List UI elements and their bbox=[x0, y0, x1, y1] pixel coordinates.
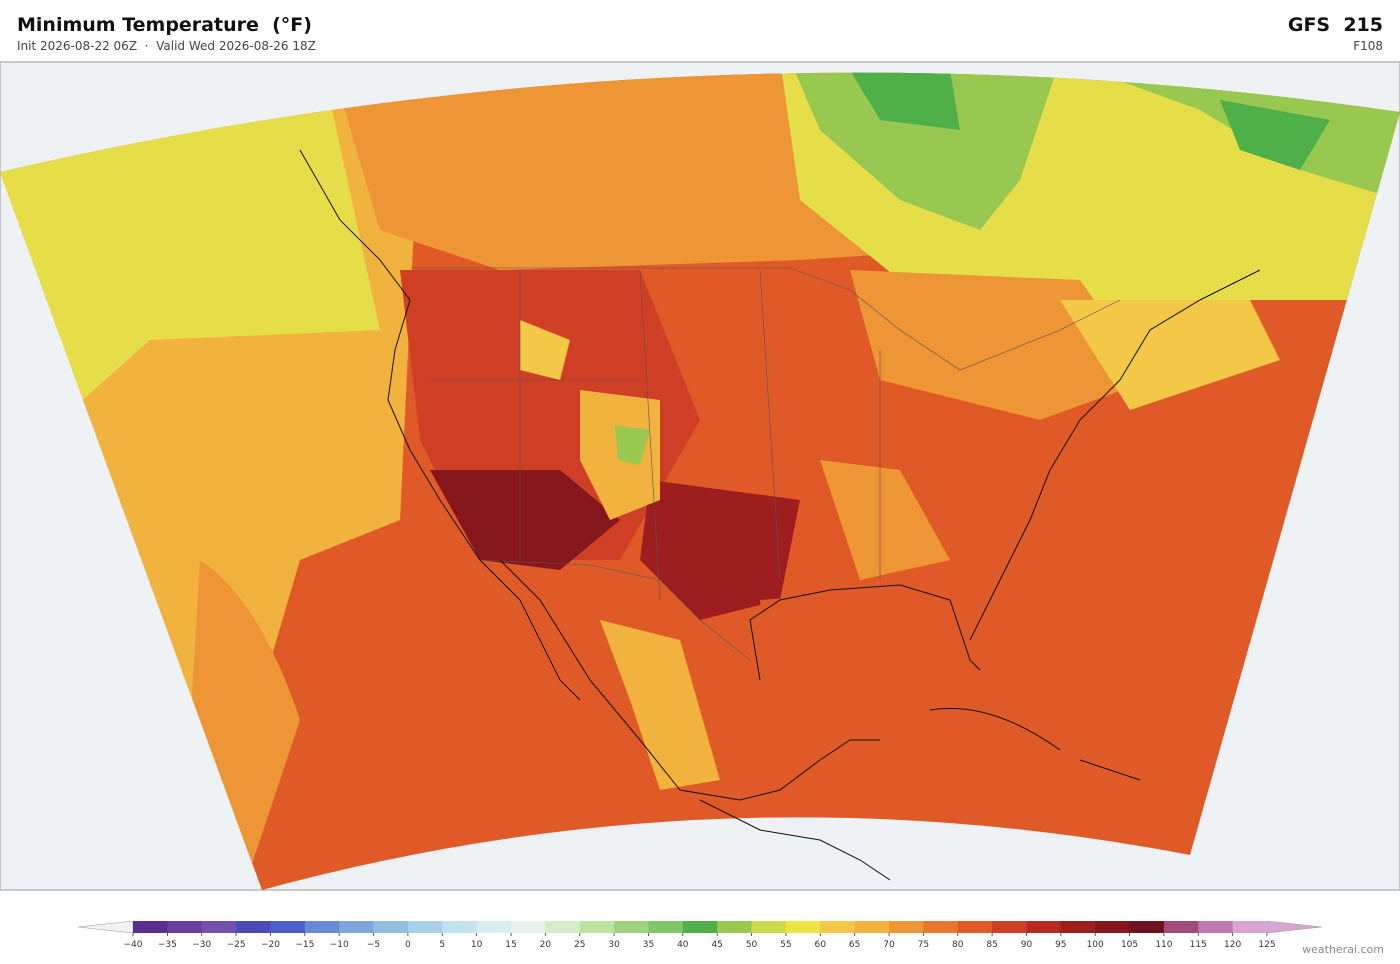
colorbar-tick-label: 105 bbox=[1121, 940, 1138, 950]
colorbar-segment bbox=[1163, 921, 1199, 933]
colorbar-segment bbox=[785, 921, 821, 933]
colorbar-tick-label: −40 bbox=[124, 940, 143, 950]
colorbar-segment bbox=[992, 921, 1027, 933]
model: GFS 215 bbox=[1287, 14, 1383, 36]
colorbar-segment bbox=[545, 921, 581, 933]
colorbar-segment bbox=[511, 921, 546, 933]
colorbar-segment bbox=[442, 921, 478, 933]
colorbar-segment bbox=[1060, 921, 1096, 933]
colorbar-tick-label: 45 bbox=[711, 940, 722, 950]
colorbar-under bbox=[77, 920, 134, 934]
colorbar-tick-label: 95 bbox=[1055, 940, 1066, 950]
colorbar-tick-label: 125 bbox=[1258, 940, 1275, 950]
colorbar: −40 −35 −30 −25 −20 −15 −10 −5 0 5 10 15 20 25 30 35 40 4… bbox=[77, 920, 1323, 950]
colorbar-segment bbox=[201, 921, 237, 933]
subtitle: Init 2026-08-22 06Z · Valid Wed 2026-08-… bbox=[17, 39, 316, 53]
colorbar-tick-label: −30 bbox=[192, 940, 211, 950]
colorbar-tick-label: −15 bbox=[295, 940, 314, 950]
credit: weatherai.com bbox=[1302, 943, 1384, 956]
colorbar-tick-label: −35 bbox=[158, 940, 177, 950]
colorbar-segment bbox=[717, 921, 753, 933]
colorbar-segment bbox=[1095, 921, 1131, 933]
colorbar-tick-label: 55 bbox=[780, 940, 791, 950]
colorbar-segment bbox=[270, 921, 306, 933]
colorbar-segment bbox=[304, 921, 340, 933]
colorbar-segment bbox=[167, 921, 203, 933]
colorbar-tick-label: 110 bbox=[1155, 940, 1172, 950]
coastlines bbox=[299, 149, 1261, 881]
colorbar-tick-label: 35 bbox=[643, 940, 654, 950]
colorbar-tick-label: 80 bbox=[952, 940, 964, 950]
colorbar-tick-label: 5 bbox=[439, 940, 445, 950]
colorbar-segment bbox=[682, 921, 718, 933]
colorbar-segment bbox=[373, 921, 409, 933]
colorbar-tick-label: −20 bbox=[261, 940, 280, 950]
colorbar-tick-label: 75 bbox=[918, 940, 929, 950]
colorbar-tick-label: −5 bbox=[367, 940, 380, 950]
colorbar-tick-label: 10 bbox=[471, 940, 483, 950]
colorbar-segment bbox=[339, 921, 375, 933]
colorbar-segment bbox=[1026, 921, 1062, 933]
colorbar-segment bbox=[889, 921, 924, 933]
colorbar-segment bbox=[133, 921, 168, 933]
colorbar-tick-label: 90 bbox=[1021, 940, 1033, 950]
colorbar-tick-label: 70 bbox=[883, 940, 895, 950]
colorbar-segment bbox=[854, 921, 890, 933]
title: Minimum Temperature (°F) bbox=[17, 14, 312, 36]
colorbar-tick-label: 60 bbox=[815, 940, 827, 950]
colorbar-tick-label: 20 bbox=[540, 940, 552, 950]
colorbar-tick-label: 85 bbox=[986, 940, 997, 950]
colorbar-tick-label: 115 bbox=[1190, 940, 1207, 950]
colorbar-segment bbox=[820, 921, 856, 933]
temperature-field bbox=[0, 72, 1400, 891]
colorbar-segment bbox=[957, 921, 993, 933]
colorbar-segment bbox=[407, 921, 443, 933]
colorbar-segment bbox=[1232, 921, 1268, 933]
colorbar-tick-label: 65 bbox=[849, 940, 860, 950]
colorbar-tick-label: 120 bbox=[1224, 940, 1241, 950]
borders bbox=[410, 267, 1121, 661]
colorbar-segment bbox=[751, 921, 787, 933]
colorbar-tick-label: 40 bbox=[677, 940, 689, 950]
colorbar-tick-label: −10 bbox=[330, 940, 349, 950]
colorbar-segment bbox=[236, 921, 271, 933]
colorbar-segment bbox=[648, 921, 684, 933]
colorbar-segment bbox=[1129, 921, 1165, 933]
colorbar-segment bbox=[614, 921, 649, 933]
colorbar-segment bbox=[476, 921, 512, 933]
colorbar-segment bbox=[1198, 921, 1234, 933]
colorbar-tick-label: −25 bbox=[227, 940, 246, 950]
colorbar-tick-label: 100 bbox=[1087, 940, 1104, 950]
forecast-hour: F108 bbox=[1353, 39, 1383, 53]
colorbar-segment bbox=[923, 921, 959, 933]
colorbar-tick-label: 50 bbox=[746, 940, 758, 950]
colorbar-over bbox=[1266, 920, 1323, 934]
colorbar-tick-label: 25 bbox=[574, 940, 585, 950]
colorbar-tick-label: 15 bbox=[505, 940, 516, 950]
colorbar-tick-label: 0 bbox=[405, 940, 411, 950]
colorbar-tick-label: 30 bbox=[608, 940, 620, 950]
colorbar-segment bbox=[579, 921, 615, 933]
